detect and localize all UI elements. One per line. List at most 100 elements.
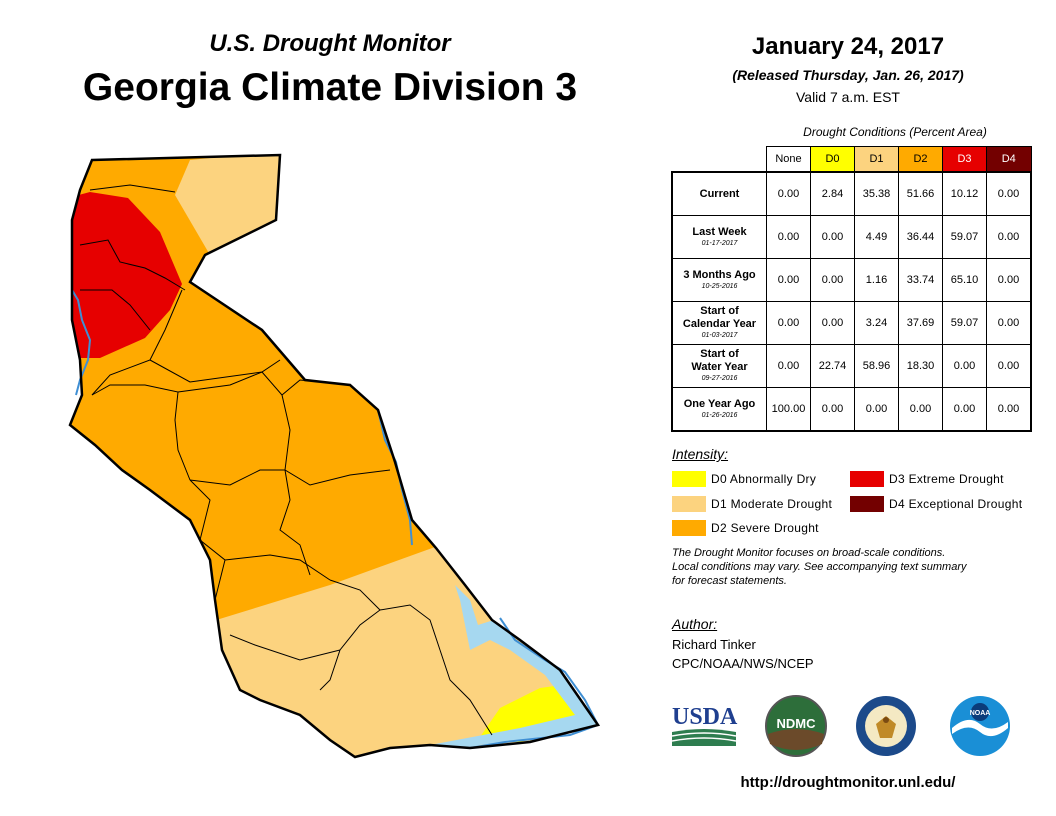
note-line-3: for forecast statements. [672,575,787,587]
cell-d1: 1.16 [854,258,899,302]
legend-label-d4: D4 Exceptional Drought [889,497,1023,511]
legend-swatch-d3 [850,471,884,487]
drought-map [68,153,601,759]
table-header-d2: D2 [898,146,943,173]
row-label: Start of Water Year 09-27-2016 [671,344,767,388]
cell-d3: 59.07 [942,215,987,259]
cell-none: 0.00 [766,344,811,388]
table-header-d4: D4 [986,146,1032,173]
legend-swatch-d1 [672,496,706,512]
ndmc-logo: NDMC [765,695,827,757]
cell-d4: 0.00 [986,387,1032,432]
row-label: Current [671,171,767,216]
legend-label-d2: D2 Severe Drought [711,521,819,535]
legend-item-d3: D3 Extreme Drought [850,471,1004,487]
row-label-line: Start of [700,348,739,360]
cell-d0: 22.74 [810,344,855,388]
note-line-2: Local conditions may vary. See accompany… [672,561,967,573]
row-label-line: 3 Months Ago [683,268,756,281]
row-label-line: One Year Ago [683,397,756,410]
table-header-d3: D3 [942,146,987,173]
release-date: (Released Thursday, Jan. 26, 2017) [732,67,964,83]
legend-item-d4: D4 Exceptional Drought [850,496,1022,512]
author-org: CPC/NOAA/NWS/NCEP [672,656,814,671]
noaa-logo: NOAA [950,696,1010,756]
cell-none: 0.00 [766,171,811,216]
cell-d4: 0.00 [986,258,1032,302]
cell-d0: 2.84 [810,171,855,216]
author-name: Richard Tinker [672,637,756,652]
row-date: 10-25-2016 [701,282,738,290]
cell-d0: 0.00 [810,258,855,302]
table-header-row: None D0 D1 D2 D3 D4 [672,146,1032,173]
cell-d4: 0.00 [986,301,1032,345]
table-title: Drought Conditions (Percent Area) [803,125,987,139]
d3-area [70,192,182,358]
row-date: 01-17-2017 [701,239,738,247]
table-row: Start of Water Year 09-27-2016 0.00 22.74 58.… [671,344,1032,388]
cell-d2: 51.66 [898,171,943,216]
cell-d2: 0.00 [898,387,943,432]
legend-swatch-d0 [672,471,706,487]
row-date: 09-27-2016 [701,375,738,382]
noaa-logo-text: NOAA [970,710,991,717]
legend-label-d1: D1 Moderate Drought [711,497,833,511]
row-label: 3 Months Ago 10-25-2016 [671,258,767,302]
county-boundaries [79,184,493,736]
author-heading: Author: [672,616,718,632]
disclaimer-note: The Drought Monitor focuses on broad-sca… [672,546,1032,588]
cell-d0: 0.00 [810,301,855,345]
legend-label-d3: D3 Extreme Drought [889,472,1004,486]
legend-item-d0: D0 Abnormally Dry [672,471,816,487]
cell-d0: 0.00 [810,387,855,432]
table-row: One Year Ago 01-26-2016 100.00 0.00 0.00 0.00… [671,387,1032,432]
table-row: Last Week 01-17-2017 0.00 0.00 4.49 36.44 59.0… [671,215,1032,259]
legend-heading: Intensity: [672,446,729,462]
note-line-1: The Drought Monitor focuses on broad-sca… [672,547,946,559]
cell-d1: 35.38 [854,171,899,216]
map-title: Georgia Climate Division 3 [82,66,578,109]
row-date: 01-26-2016 [701,411,738,419]
legend-swatch-d2 [672,520,706,536]
cell-d3: 59.07 [942,301,987,345]
table-row: Current 0.00 2.84 35.38 51.66 10.12 0.00 [671,171,1032,216]
table-header-none: None [766,146,811,173]
cell-d2: 33.74 [898,258,943,302]
row-label-line: Last Week [692,225,747,238]
cell-d0: 0.00 [810,215,855,259]
cell-d4: 0.00 [986,344,1032,388]
row-label: Start of Calendar Year 01-03-2017 [671,301,767,345]
legend-label-d0: D0 Abnormally Dry [711,472,817,486]
cell-d2: 36.44 [898,215,943,259]
legend-item-d1: D1 Moderate Drought [672,496,832,512]
ndmc-logo-text: NDMC [777,716,817,731]
cell-d1: 58.96 [854,344,899,388]
row-label-line: Start of [700,305,739,317]
cell-d1: 3.24 [854,301,899,345]
cell-d3: 65.10 [942,258,987,302]
table-header-d0: D0 [810,146,855,173]
cell-none: 0.00 [766,258,811,302]
commerce-seal-logo [856,696,916,756]
report-date: January 24, 2017 [751,33,945,60]
cell-d4: 0.00 [986,215,1032,259]
table-header-d1: D1 [854,146,899,173]
cell-d1: 0.00 [854,387,899,432]
usda-logo-text: USDA [672,704,738,730]
legend-item-d2: D2 Severe Drought [672,520,819,536]
coast-water-line [469,617,600,749]
usda-logo: USDA [671,704,738,746]
cell-d1: 4.49 [854,215,899,259]
cell-d3: 0.00 [942,387,987,432]
row-label: Last Week 01-17-2017 [671,215,767,259]
row-label-line: Calendar Year [682,318,757,330]
coastal-water [430,585,598,748]
cell-d4: 0.00 [986,171,1032,216]
row-label-line: Current [699,187,740,200]
cell-d3: 10.12 [942,171,987,216]
table-row: 3 Months Ago 10-25-2016 0.00 0.00 1.16 33.74 6… [671,258,1032,302]
table-row: Start of Calendar Year 01-03-2017 0.00 0.00 3… [671,301,1032,345]
row-date: 01-03-2017 [701,332,738,339]
footer-url[interactable]: http://droughtmonitor.unl.edu/ [740,774,956,791]
cell-d2: 37.69 [898,301,943,345]
